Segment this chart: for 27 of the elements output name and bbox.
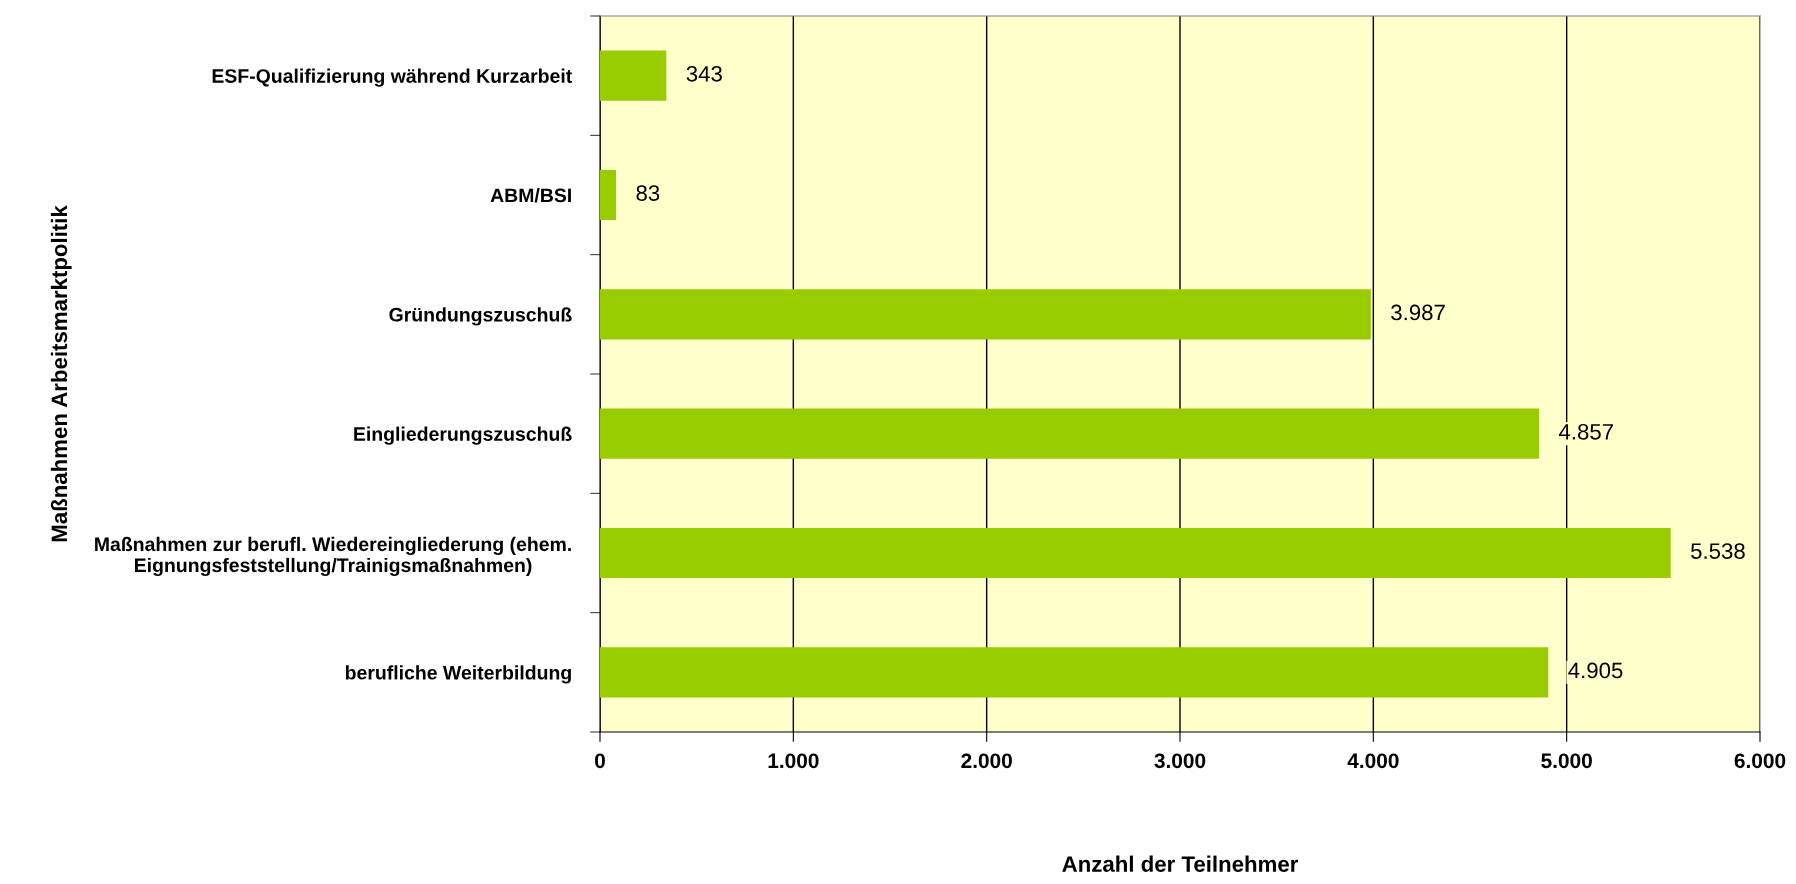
- bar: [600, 408, 1540, 459]
- y-axis-title: Maßnahmen Arbeitsmarktpolitik: [50, 205, 72, 542]
- y-tick-label: berufliche Weiterbildung: [345, 665, 571, 684]
- data-label: 83: [636, 185, 660, 201]
- data-label: 5.538: [1691, 543, 1745, 559]
- y-tick-label: ESF-Qualifizierung während Kurzarbeit: [212, 68, 572, 87]
- data-label: 3.987: [1391, 304, 1445, 321]
- x-tick-label: 3.000: [1154, 753, 1206, 769]
- bar: [600, 289, 1371, 340]
- bar: [600, 50, 667, 101]
- data-label: 4.857: [1558, 423, 1613, 440]
- bar: [600, 647, 1549, 698]
- x-tick-label: 5.000: [1541, 753, 1592, 769]
- bar: [600, 527, 1671, 579]
- x-tick-label: 0: [595, 753, 605, 769]
- x-tick-label: 2.000: [961, 753, 1012, 769]
- data-label: 343: [686, 65, 722, 82]
- x-tick-label: 1.000: [768, 753, 819, 769]
- x-tick-label: 4.000: [1347, 753, 1399, 769]
- y-tick-label: ABM/BSI: [490, 187, 571, 203]
- y-tick-label: Eingliederungszuschuß: [354, 426, 572, 445]
- bar: [600, 169, 617, 221]
- data-label: 4.905: [1568, 662, 1623, 679]
- y-tick-label: Maßnahmen zur berufl. Wiedereingliederung (ehem. Eignungsfeststellung/Trainigsmaßnahmen): [95, 536, 571, 577]
- y-tick-label: Gründungszuschuß: [389, 307, 572, 326]
- x-tick-label: 6.000: [1734, 753, 1786, 769]
- x-axis-title: Anzahl der Teilnehmer: [1062, 855, 1299, 872]
